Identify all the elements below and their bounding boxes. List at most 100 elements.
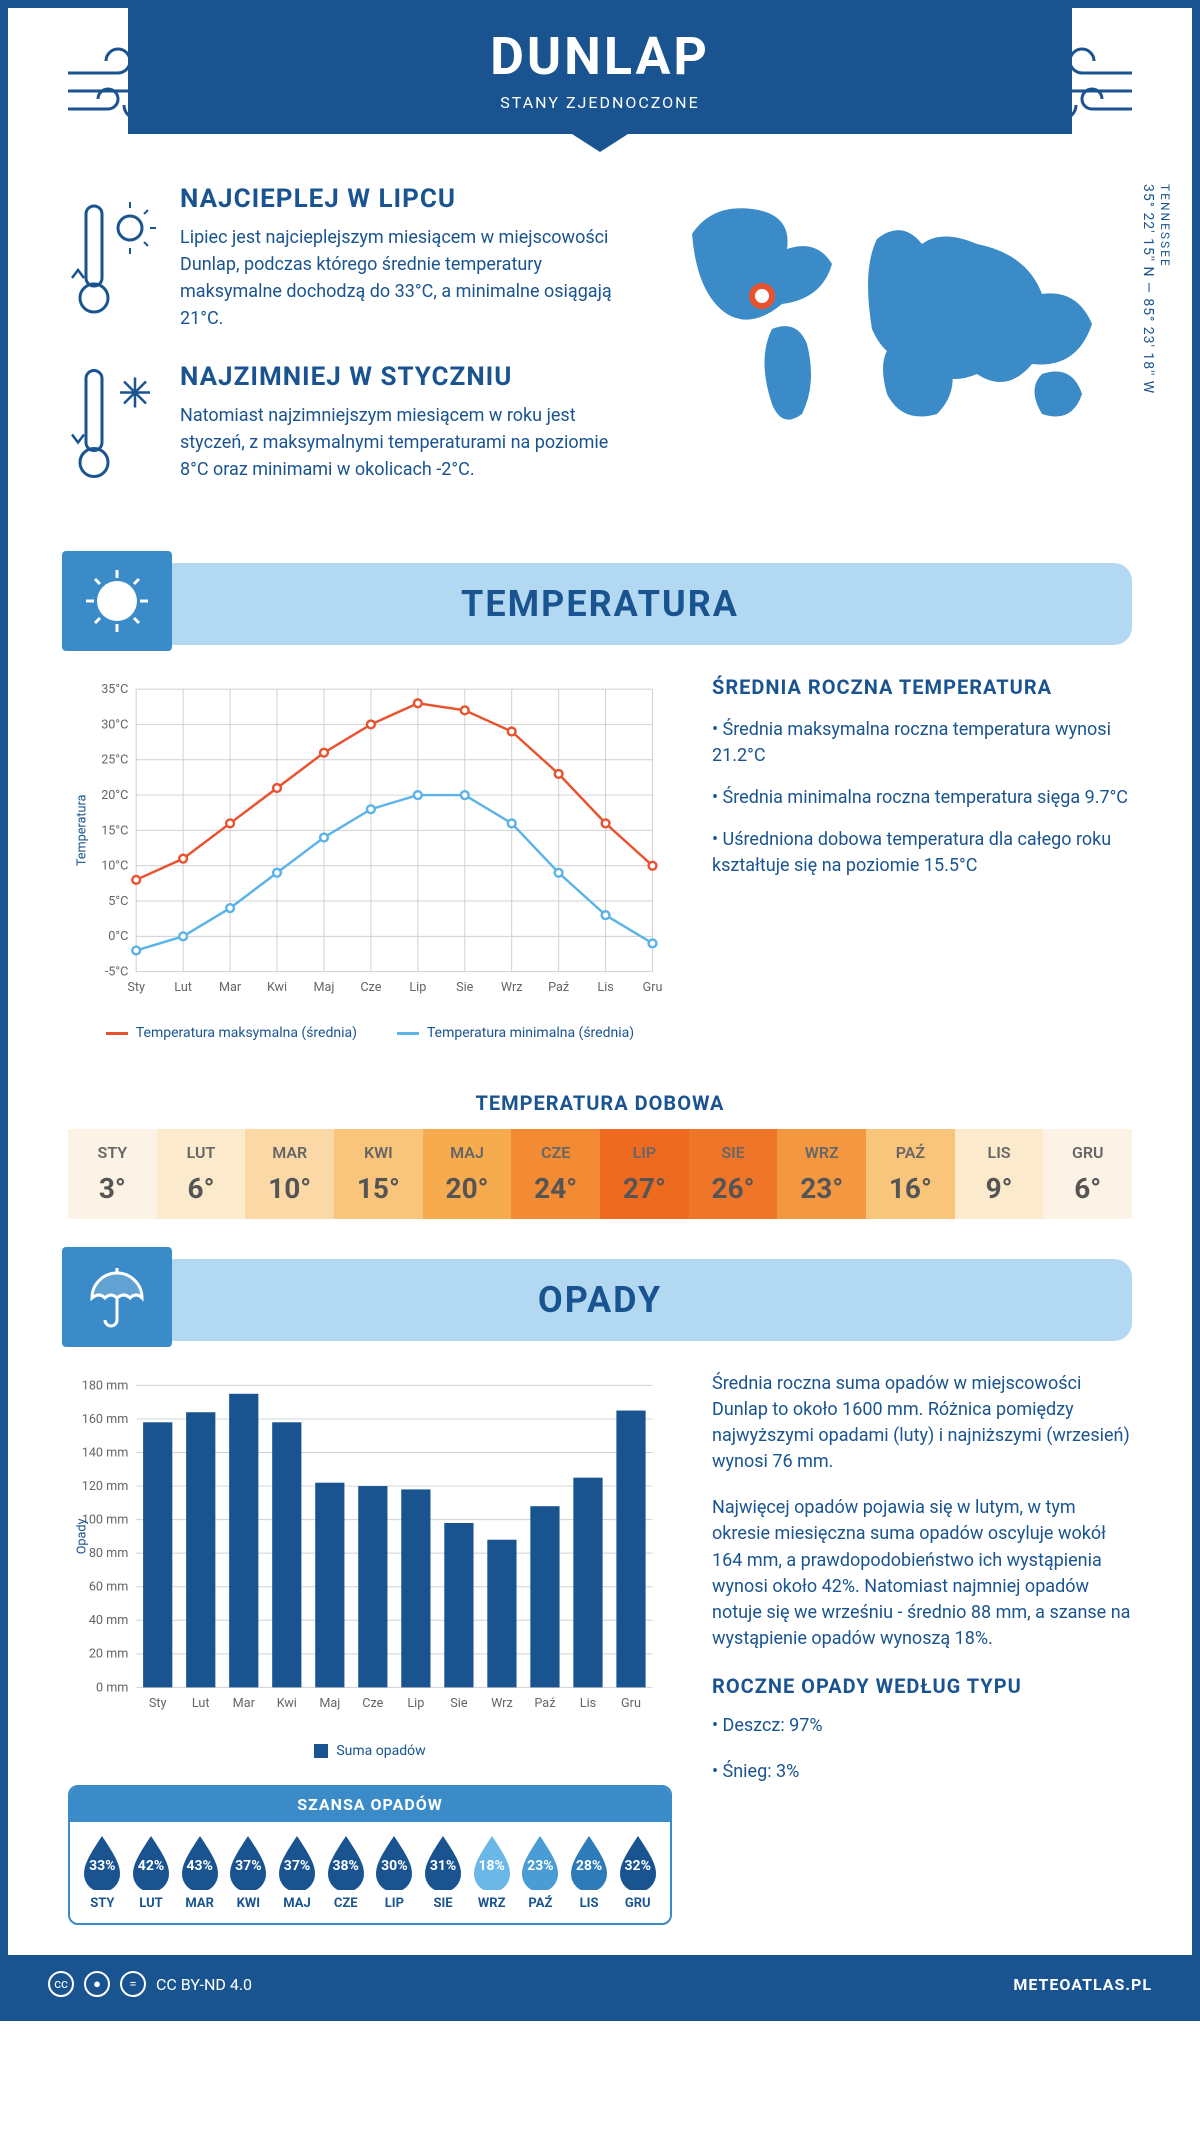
chance-cell: 31%SIE [419,1834,468,1911]
daily-cell: CZE24° [511,1129,600,1219]
precip-p1: Średnia roczna suma opadów w miejscowośc… [712,1371,1132,1475]
svg-text:15°C: 15°C [101,823,128,838]
fact-coldest: NAJZIMNIEJ W STYCZNIU Natomiast najzimni… [68,362,612,483]
svg-text:Mar: Mar [233,1696,256,1711]
svg-text:20°C: 20°C [101,788,128,803]
svg-text:Lip: Lip [407,1696,424,1711]
precip-legend: Suma opadów [68,1743,672,1759]
legend-max: Temperatura maksymalna (średnia) [106,1025,357,1041]
fact-cold-text: Natomiast najzimniejszym miesiącem w rok… [180,402,612,483]
chance-cell: 18%WRZ [467,1834,516,1911]
world-map: TENNESSEE 35° 22' 15'' N — 85° 23' 18'' … [652,184,1132,513]
chance-title: SZANSA OPADÓW [70,1787,670,1822]
sun-icon [62,551,172,651]
daily-cell: LIP27° [600,1129,689,1219]
legend-min: Temperatura minimalna (średnia) [397,1025,634,1041]
temperature-line-chart: -5°C 0°C 5°C 10°C 15°C 20°C 25°C 30°C 35°C Sty Lut… [68,675,672,1041]
svg-text:-5°C: -5°C [105,965,129,980]
daily-cell: KWI15° [334,1129,423,1219]
svg-text:Gru: Gru [621,1696,641,1711]
svg-text:Kwi: Kwi [277,1696,297,1711]
svg-text:180 mm: 180 mm [82,1378,129,1393]
svg-text:140 mm: 140 mm [82,1445,129,1460]
svg-text:Sty: Sty [149,1696,167,1711]
daily-cell: LIS9° [955,1129,1044,1219]
site-name: METEOATLAS.PL [1013,1975,1152,1994]
fact-cold-title: NAJZIMNIEJ W STYCZNIU [180,362,612,392]
svg-text:Wrz: Wrz [491,1696,513,1711]
daily-temp-title: TEMPERATURA DOBOWA [8,1091,1192,1115]
svg-text:160 mm: 160 mm [82,1412,129,1427]
precip-section: 0 mm20 mm40 mm60 mm80 mm100 mm120 mm140 … [8,1371,1192,1955]
svg-text:Lis: Lis [597,980,613,995]
precip-type-title: ROCZNE OPADY WEDŁUG TYPU [712,1672,1132,1701]
section-header-precip: OPADY [68,1259,1132,1341]
svg-text:Temperatura: Temperatura [75,795,90,867]
fact-hottest: NAJCIEPLEJ W LIPCU Lipiec jest najcieple… [68,184,612,332]
svg-text:10°C: 10°C [101,859,128,874]
svg-text:60 mm: 60 mm [89,1580,129,1595]
header-banner: DUNLAP STANY ZJEDNOCZONE [128,8,1072,134]
thermometer-hot-icon [68,184,158,332]
temperature-info: ŚREDNIA ROCZNA TEMPERATURA • Średnia mak… [712,675,1132,1041]
precip-rain: • Deszcz: 97% [712,1713,1132,1739]
svg-text:35°C: 35°C [101,682,128,697]
svg-text:Sie: Sie [450,1696,468,1711]
fact-hot-title: NAJCIEPLEJ W LIPCU [180,184,612,214]
state-label: TENNESSEE [1158,184,1172,268]
precip-bar-chart: 0 mm20 mm40 mm60 mm80 mm100 mm120 mm140 … [68,1371,672,1925]
svg-text:80 mm: 80 mm [89,1546,129,1561]
daily-cell: LUT6° [157,1129,246,1219]
svg-text:Paź: Paź [548,980,569,995]
svg-text:25°C: 25°C [101,753,128,768]
svg-text:Cze: Cze [362,1696,383,1711]
by-icon: ● [84,1971,110,1997]
fact-hot-text: Lipiec jest najcieplejszym miesiącem w m… [180,224,612,332]
cc-icon: cc [48,1971,74,1997]
chance-cell: 37%MAJ [273,1834,322,1911]
svg-text:Sty: Sty [127,980,145,995]
precip-snow: • Śnieg: 3% [712,1759,1132,1785]
svg-text:0°C: 0°C [108,929,128,944]
section-title-temp: TEMPERATURA [68,583,1132,625]
license: cc ● = CC BY-ND 4.0 [48,1971,252,1997]
world-map-svg [652,184,1132,444]
svg-text:Maj: Maj [319,1696,340,1711]
precip-p2: Najwięcej opadów pojawia się w lutym, w … [712,1495,1132,1652]
svg-text:30°C: 30°C [101,717,128,732]
chance-cell: 43%MAR [175,1834,224,1911]
svg-text:20 mm: 20 mm [89,1647,129,1662]
chance-cell: 37%KWI [224,1834,273,1911]
svg-text:Opady: Opady [75,1518,90,1554]
daily-cell: WRZ23° [777,1129,866,1219]
svg-text:Cze: Cze [360,980,381,995]
daily-cell: STY3° [68,1129,157,1219]
daily-temp-table: STY3°LUT6°MAR10°KWI15°MAJ20°CZE24°LIP27°… [68,1129,1132,1219]
svg-text:Paź: Paź [534,1696,555,1711]
daily-cell: GRU6° [1043,1129,1132,1219]
chance-cell: 38%CZE [321,1834,370,1911]
daily-cell: MAR10° [245,1129,334,1219]
chance-cell: 33%STY [78,1834,127,1911]
daily-cell: SIE26° [689,1129,778,1219]
temp-info-3: • Uśredniona dobowa temperatura dla całe… [712,827,1132,879]
thermometer-cold-icon [68,362,158,483]
svg-text:40 mm: 40 mm [89,1613,129,1628]
country-name: STANY ZJEDNOCZONE [128,93,1072,112]
coords-label: 35° 22' 15'' N — 85° 23' 18'' W [1140,184,1156,394]
svg-text:Lis: Lis [580,1696,596,1711]
daily-cell: MAJ20° [423,1129,512,1219]
svg-text:Gru: Gru [643,980,663,995]
chance-table: SZANSA OPADÓW 33%STY42%LUT43%MAR37%KWI37… [68,1785,672,1925]
svg-text:5°C: 5°C [108,894,128,909]
umbrella-icon [62,1247,172,1347]
svg-text:Kwi: Kwi [267,980,287,995]
section-header-temperature: TEMPERATURA [68,563,1132,645]
svg-text:0 mm: 0 mm [96,1680,128,1695]
svg-text:Lut: Lut [174,980,192,995]
chance-cell: 23%PAŹ [516,1834,565,1911]
footer: cc ● = CC BY-ND 4.0 METEOATLAS.PL [8,1955,1192,2013]
temp-info-2: • Średnia minimalna roczna temperatura s… [712,785,1132,811]
temp-legend: Temperatura maksymalna (średnia) Tempera… [68,1025,672,1041]
section-title-precip: OPADY [68,1279,1132,1321]
